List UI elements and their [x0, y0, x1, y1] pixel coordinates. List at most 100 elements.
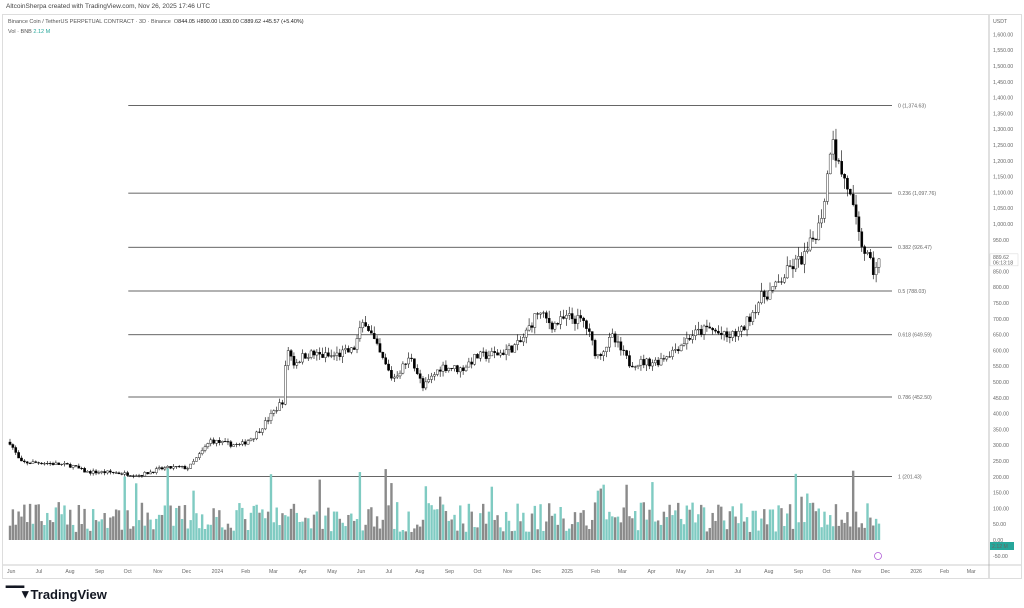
candle-body [349, 347, 353, 353]
volume-bar [877, 523, 881, 540]
volume-bar [97, 521, 101, 540]
volume-bar [149, 519, 152, 540]
y-tick-label: 1,150.00 [993, 175, 1013, 181]
volume-bar [734, 516, 737, 540]
low-label: L [218, 19, 222, 25]
candle-body [777, 281, 780, 283]
candle-body [530, 325, 534, 328]
candle-body [395, 375, 399, 378]
volume-bar [132, 526, 135, 540]
candle-body [731, 331, 735, 338]
symbol-name[interactable]: Binance Coin / TetherUS PERPETUAL CONTRA… [8, 19, 171, 25]
x-tick-label: Oct [822, 569, 831, 575]
candle-body [315, 352, 319, 356]
candle-body [367, 326, 370, 331]
candle-body [209, 439, 213, 444]
candle-body [378, 343, 382, 353]
candle-body [817, 222, 821, 241]
volume-bar [286, 516, 290, 540]
volume-bar [679, 518, 683, 540]
candle-body [734, 331, 737, 337]
y-tick-label: 450.00 [993, 396, 1009, 402]
candle-body [255, 431, 258, 439]
volume-bar [387, 505, 390, 540]
volume-bar [223, 529, 227, 540]
candle-body [622, 349, 626, 351]
candle-body [671, 349, 674, 357]
candle-body [31, 461, 35, 464]
candle-body [461, 367, 465, 371]
candle-body [45, 463, 49, 465]
fib-level-label: 0.618 (649.59) [898, 333, 932, 339]
candle-body [805, 249, 809, 252]
volume-bar [295, 512, 298, 540]
volume-bar [476, 527, 479, 540]
candle-body [676, 349, 680, 352]
y-tick-label: 1,450.00 [993, 80, 1013, 86]
candle-body [725, 331, 729, 338]
x-tick-label: Sep [794, 569, 803, 575]
volume-bar [593, 502, 597, 540]
volume-bar [820, 527, 823, 540]
volume-bar [470, 511, 473, 540]
candle-body [573, 318, 577, 324]
volume-bar [754, 510, 757, 540]
candle-body [834, 139, 838, 161]
volume-bar [23, 504, 26, 540]
x-tick-label: Oct [124, 569, 133, 575]
candle-body [570, 313, 574, 320]
candle-body [34, 461, 38, 463]
volume-bar [370, 507, 373, 540]
fib-level-label: 0.382 (926.47) [898, 245, 932, 251]
volume-bar [367, 509, 370, 540]
volume-bar [264, 518, 267, 540]
volume-bar [272, 522, 276, 540]
volume-bar [519, 521, 522, 540]
candle-body [298, 361, 301, 363]
x-tick-label: Feb [241, 569, 250, 575]
y-tick-label: 800.00 [993, 285, 1009, 291]
volume-label[interactable]: Vol · BNB [8, 29, 32, 35]
candle-body [364, 322, 367, 327]
symbol-legend: Binance Coin / TetherUS PERPETUAL CONTRA… [8, 17, 304, 27]
volume-bar [677, 502, 680, 540]
volume-bar [404, 531, 407, 540]
candle-body [398, 372, 402, 377]
volume-bar [556, 524, 559, 540]
volume-bar [321, 528, 324, 540]
y-tick-label: 0.00 [993, 538, 1003, 544]
volume-bar [533, 505, 537, 540]
candle-body [43, 463, 46, 465]
candle-body [410, 357, 413, 359]
volume-bar [37, 504, 40, 540]
x-tick-label: Feb [940, 569, 949, 575]
candle-body [745, 316, 749, 331]
candle-body [536, 313, 540, 315]
volume-bar [249, 512, 253, 540]
candle-body [653, 359, 657, 364]
volume-bar [192, 490, 195, 540]
volume-bar [71, 524, 75, 540]
x-tick-label: May [676, 569, 686, 575]
candle-body [23, 460, 26, 463]
y-tick-label: 1,000.00 [993, 222, 1013, 228]
volume-bar [717, 504, 720, 540]
candle-body [487, 355, 491, 359]
candle-body [722, 331, 726, 336]
candle-body [656, 359, 660, 366]
volume-bar [398, 531, 402, 540]
y-tick-label: 1,300.00 [993, 127, 1013, 133]
volume-bar [599, 488, 602, 540]
x-tick-label: Nov [153, 569, 163, 575]
volume-bar [611, 516, 614, 540]
volume-bar [416, 524, 419, 540]
candle-body [588, 328, 591, 332]
volume-bar [146, 512, 149, 540]
x-tick-label: Aug [415, 569, 424, 575]
volume-bar [826, 524, 829, 540]
volume-bar [51, 522, 55, 540]
y-tick-label: 950.00 [993, 238, 1009, 244]
y-tick-label: 1,100.00 [993, 190, 1013, 196]
x-tick-label: Nov [503, 569, 513, 575]
